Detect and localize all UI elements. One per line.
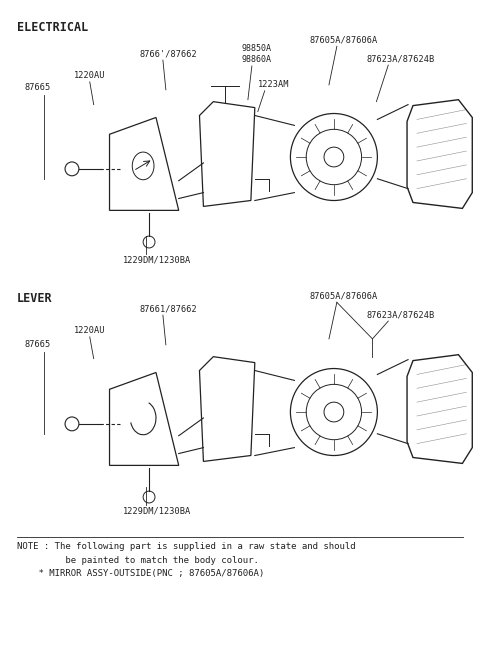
Text: 87665: 87665 <box>24 340 51 349</box>
Text: ELECTRICAL: ELECTRICAL <box>17 20 88 34</box>
Text: 8766'/87662: 8766'/87662 <box>139 49 197 58</box>
Text: NOTE : The following part is supplied in a raw state and should
         be pain: NOTE : The following part is supplied in… <box>17 543 355 578</box>
Text: LEVER: LEVER <box>17 292 52 306</box>
Text: 87623A/87624B: 87623A/87624B <box>367 310 435 319</box>
Text: 87605A/87606A: 87605A/87606A <box>309 35 377 44</box>
Text: 87605A/87606A: 87605A/87606A <box>309 291 377 300</box>
Text: 87661/87662: 87661/87662 <box>139 304 197 313</box>
Text: 1229DM/1230BA: 1229DM/1230BA <box>123 507 192 516</box>
Text: 1229DM/1230BA: 1229DM/1230BA <box>123 256 192 265</box>
Text: 87665: 87665 <box>24 83 51 92</box>
Text: 98850A
98860A: 98850A 98860A <box>242 44 272 64</box>
Text: 87623A/87624B: 87623A/87624B <box>367 54 435 63</box>
Text: 1223AM: 1223AM <box>258 79 289 89</box>
Text: 1220AU: 1220AU <box>74 71 106 80</box>
Text: 1220AU: 1220AU <box>74 326 106 335</box>
